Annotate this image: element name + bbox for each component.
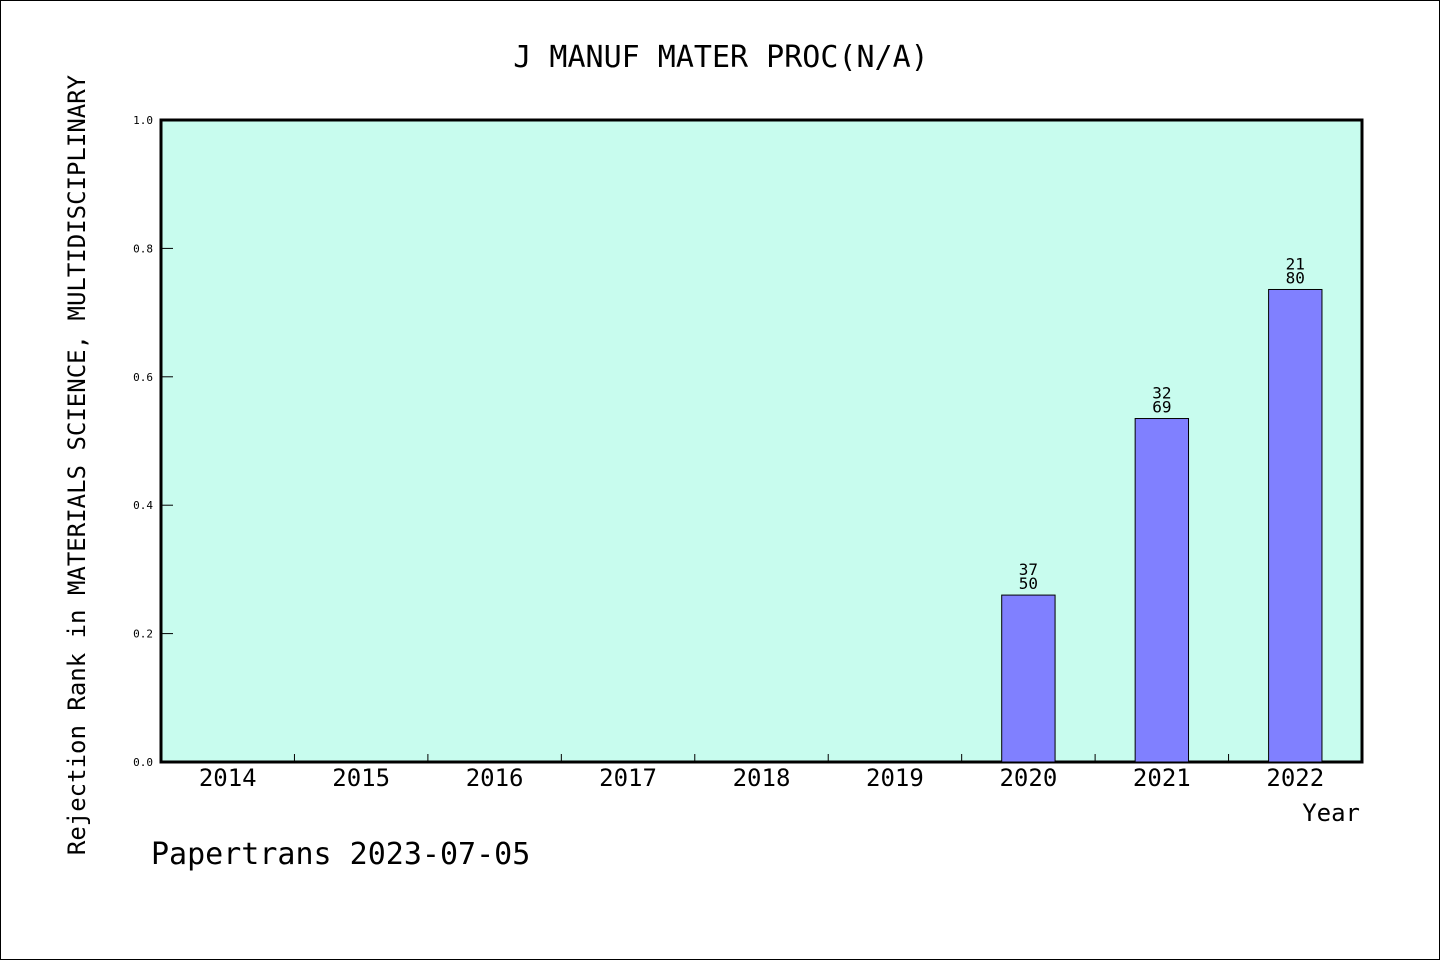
bar-data-label: 21 [1286,254,1305,273]
x-tick-label: 2020 [999,764,1057,792]
y-axis-label: Rejection Rank in MATERIALS SCIENCE, MUL… [63,74,91,855]
y-axis: 0.0 0.2 0.4 0.6 0.8 1.0 [133,114,173,769]
x-tick-label: 2016 [466,764,524,792]
x-tick-label: 2019 [866,764,924,792]
y-tick-label: 0.6 [133,371,153,384]
bar-data-label: 69 [1152,398,1171,417]
y-tick-label: 0.2 [133,628,153,641]
y-tick-label: 0.4 [133,499,153,512]
bar-data-label: 50 [1019,574,1038,593]
x-tick-label: 2021 [1133,764,1191,792]
y-tick-label: 0.8 [133,242,153,255]
bar-2020 [1001,594,1056,763]
x-tick-label: 2018 [733,764,791,792]
bar-data-label: 80 [1286,268,1305,287]
x-tick-label: 2022 [1266,764,1324,792]
watermark-text: Papertrans 2023-07-05 [151,837,530,872]
bar-data-label: 37 [1019,560,1038,579]
bar-2022 [1268,288,1323,763]
y-tick-label: 0.0 [133,756,153,769]
x-axis: 2014 2015 2016 2017 2018 2019 2020 2021 2022 [199,754,1324,792]
x-tick-label: 2015 [332,764,390,792]
x-tick-label: 2017 [599,764,657,792]
y-tick-label: 1.0 [133,114,153,127]
x-tick-label: 2014 [199,764,257,792]
x-axis-label: Year [1302,799,1360,827]
chart-title: J MANUF MATER PROC(N/A) [513,40,928,75]
bar-2021 [1134,418,1190,763]
bar-data-label: 32 [1152,384,1171,403]
